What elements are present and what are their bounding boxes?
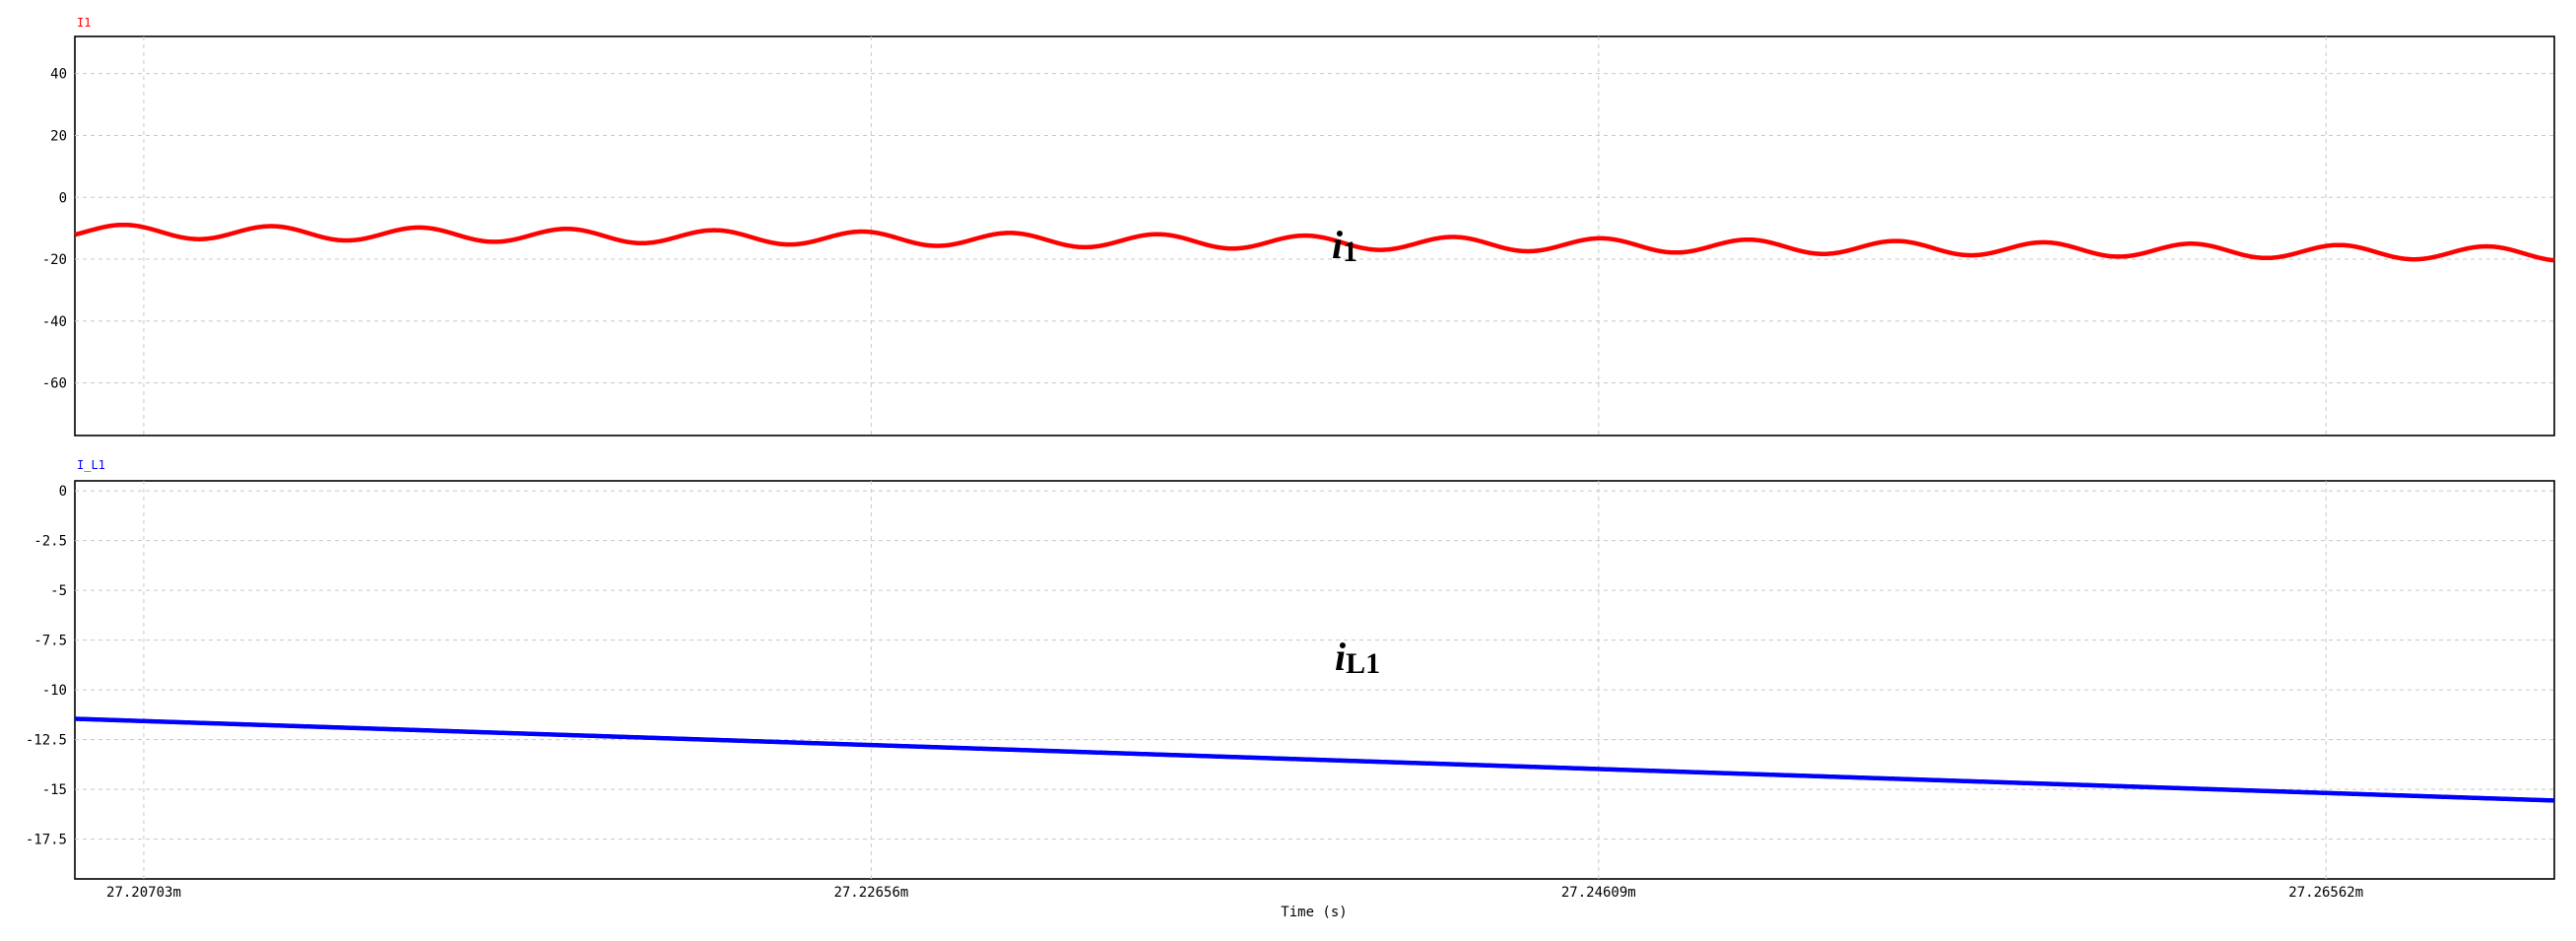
- x-axis-label: Time (s): [1281, 905, 1347, 920]
- y-tick-label: -2.5: [33, 534, 67, 550]
- panel-i1-title: I1: [77, 16, 91, 30]
- y-tick-label: -15: [42, 782, 67, 798]
- y-tick-label: -17.5: [26, 833, 67, 848]
- panel-il1-yticks: 0 -2.5 -5 -7.5 -10 -12.5 -15 -17.5: [26, 484, 67, 847]
- annotation-il1: iL1: [1335, 635, 1380, 680]
- panel-i1-grid: [75, 36, 2554, 436]
- series-line-il1: [73, 716, 2556, 803]
- annotation-i1: i1: [1332, 223, 1357, 268]
- panel-il1-grid: [75, 481, 2554, 879]
- y-tick-label: 20: [50, 128, 67, 144]
- panel-i1-yticks: 40 20 0 -20 -40 -60: [42, 67, 67, 392]
- x-tick-label: 27.26562m: [2288, 885, 2363, 901]
- y-tick-label: -7.5: [33, 634, 67, 649]
- panel-il1-title: I_L1: [77, 458, 105, 472]
- annotation-i1-sub: 1: [1343, 235, 1357, 268]
- y-tick-label: -12.5: [26, 733, 67, 749]
- x-tick-label: 27.22656m: [833, 885, 908, 901]
- y-tick-label: -5: [50, 583, 67, 599]
- y-tick-label: -20: [42, 252, 67, 268]
- panel-i1: 40 20 0 -20 -40 -60 I1 i1: [42, 16, 2556, 437]
- y-tick-label: 0: [59, 484, 67, 500]
- annotation-i1-main: i: [1332, 223, 1343, 267]
- y-tick-label: -10: [42, 683, 67, 699]
- y-tick-label: -40: [42, 314, 67, 330]
- panel-il1: 0 -2.5 -5 -7.5 -10 -12.5 -15 -17.5 I_L1 iL1: [26, 458, 2556, 880]
- y-tick-label: 40: [50, 67, 67, 83]
- x-tick-label: 27.20703m: [106, 885, 181, 901]
- x-axis-ticks: 27.20703m 27.22656m 27.24609m 27.26562m: [106, 885, 2363, 901]
- annotation-il1-main: i: [1335, 635, 1346, 679]
- y-tick-label: -60: [42, 376, 67, 392]
- panel-il1-frame: [74, 480, 2555, 880]
- series-line-i1: [73, 222, 2556, 263]
- annotation-il1-sub: L1: [1346, 647, 1380, 680]
- y-tick-label: 0: [59, 190, 67, 206]
- x-tick-label: 27.24609m: [1561, 885, 1636, 901]
